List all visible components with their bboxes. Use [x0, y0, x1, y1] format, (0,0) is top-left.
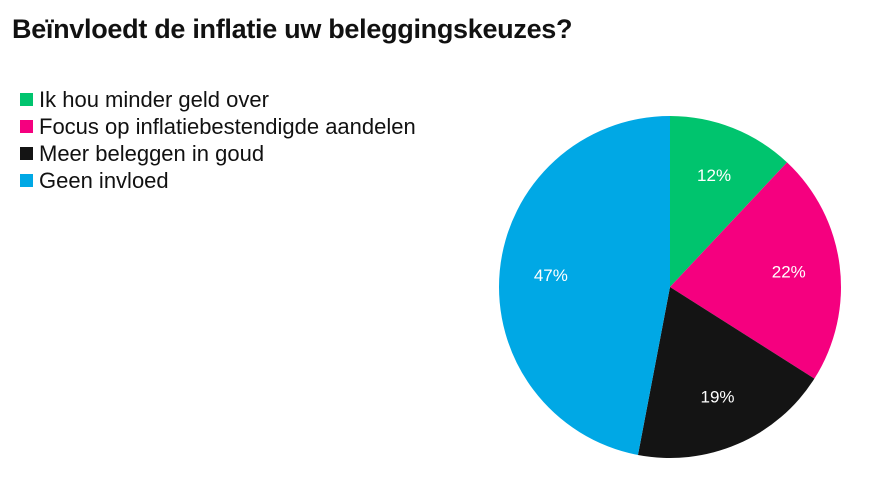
slice-value-label: 12% — [697, 166, 731, 185]
legend-swatch — [20, 174, 33, 187]
legend-swatch — [20, 120, 33, 133]
legend-label: Geen invloed — [39, 167, 169, 193]
legend-label: Ik hou minder geld over — [39, 86, 269, 112]
pie-slice — [670, 116, 788, 287]
legend-item: Meer beleggen in goud — [20, 140, 416, 167]
chart-title: Beïnvloedt de inflatie uw beleggingskeuz… — [12, 14, 573, 44]
legend-label: Focus op inflatiebestendigde aandelen — [39, 113, 416, 139]
legend-item: Focus op inflatiebestendigde aandelen — [20, 113, 416, 140]
slice-value-label: 47% — [534, 266, 568, 285]
chart-legend: Ik hou minder geld over Focus op inflati… — [20, 86, 416, 194]
legend-swatch — [20, 147, 33, 160]
slice-value-label: 22% — [772, 262, 806, 281]
pie-slice — [637, 287, 815, 458]
slice-value-label: 19% — [701, 387, 735, 406]
legend-item: Geen invloed — [20, 167, 416, 194]
legend-swatch — [20, 93, 33, 106]
pie-slice — [498, 116, 670, 455]
legend-label: Meer beleggen in goud — [39, 140, 265, 166]
legend-item: Ik hou minder geld over — [20, 86, 416, 113]
pie-slice — [670, 162, 841, 379]
